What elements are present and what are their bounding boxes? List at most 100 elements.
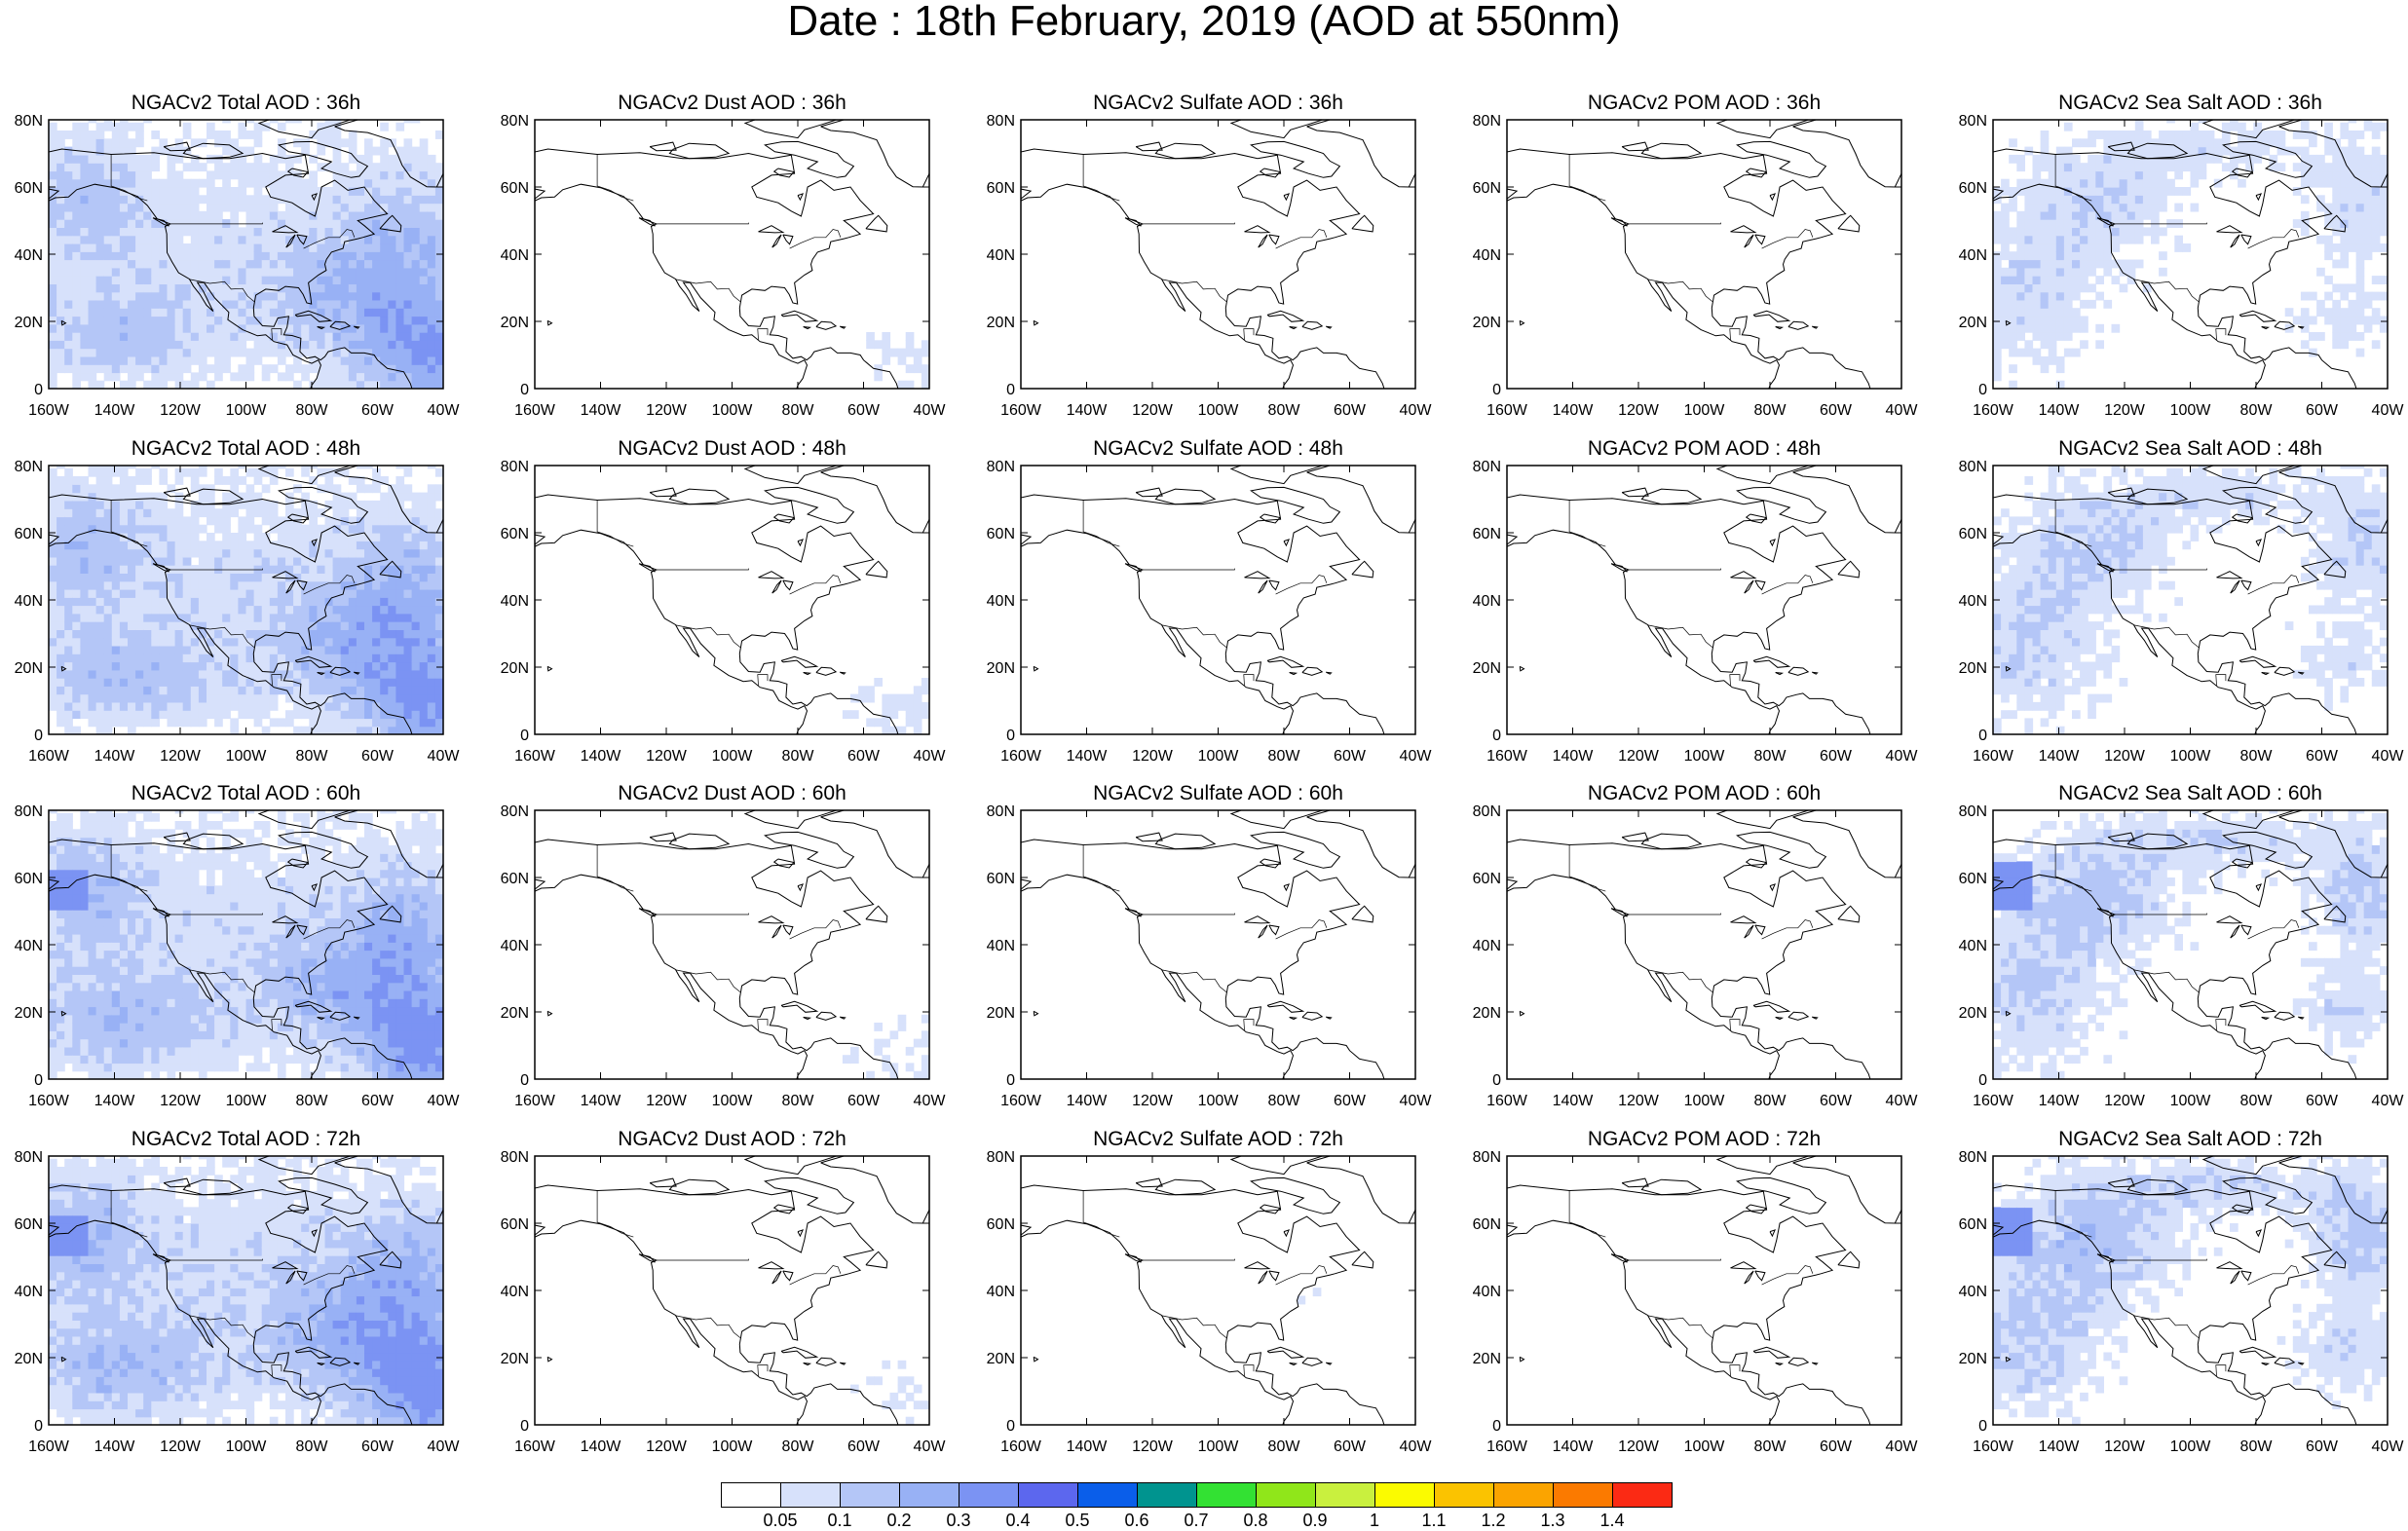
aod-cell: [95, 131, 105, 139]
aod-cell: [2088, 661, 2096, 671]
aod-cell: [395, 219, 405, 228]
aod-cell: [411, 508, 421, 518]
lat-tick-label: 80N: [501, 113, 529, 130]
aod-cell: [2080, 597, 2088, 607]
aod-cell: [80, 299, 90, 309]
aod-cell: [72, 203, 81, 212]
aod-cell: [348, 178, 357, 188]
lon-tick-label: 120W: [646, 402, 688, 419]
aod-cell: [380, 589, 389, 598]
aod-cell: [388, 686, 396, 695]
aod-cell: [111, 146, 121, 156]
political-border: [1729, 674, 1741, 687]
aod-cell: [2103, 235, 2113, 244]
aod-cell: [182, 195, 192, 205]
aod-cell: [151, 316, 160, 325]
aod-cell: [2371, 203, 2381, 212]
aod-cell: [119, 678, 129, 687]
aod-cell: [103, 613, 113, 622]
lon-tick-label: 80W: [296, 748, 329, 765]
aod-cell: [253, 299, 263, 309]
aod-cell: [167, 251, 176, 261]
aod-cell: [388, 645, 396, 654]
aod-cell: [380, 372, 389, 382]
lon-tick-label: 140W: [1553, 402, 1595, 419]
panel-title: NGACv2 Sulfate AOD : 36h: [1093, 92, 1343, 114]
aod-cell: [380, 340, 389, 350]
lat-tick-label: 80N: [15, 113, 43, 130]
aod-cell: [111, 323, 121, 333]
aod-cell: [159, 467, 169, 477]
aod-cell: [277, 516, 286, 526]
aod-cell: [340, 348, 350, 357]
aod-cell: [2205, 524, 2215, 534]
aod-cell: [245, 500, 255, 509]
coastline: [1769, 539, 1777, 547]
aod-cell: [72, 122, 81, 131]
aod-cell: [174, 372, 184, 382]
aod-cell: [88, 187, 97, 196]
aod-cell: [253, 348, 263, 357]
aod-cell: [214, 686, 223, 695]
aod-cell: [2276, 524, 2286, 534]
aod-cell: [128, 340, 136, 350]
aod-cell: [2363, 170, 2373, 180]
aod-cell: [348, 299, 357, 309]
aod-cell: [364, 516, 373, 526]
aod-cell: [388, 299, 396, 309]
aod-cell: [2048, 467, 2057, 477]
aod-cell: [427, 372, 436, 382]
aod-cell: [207, 637, 215, 647]
aod-cell: [2174, 187, 2183, 196]
aod-cell: [2363, 195, 2373, 205]
aod-cell: [238, 154, 247, 164]
aod-cell: [2126, 492, 2136, 502]
aod-cell: [277, 686, 286, 695]
aod-cell: [2088, 580, 2096, 590]
aod-cell: [2032, 187, 2042, 196]
aod-cell: [364, 276, 373, 284]
aod-cell: [2024, 219, 2034, 228]
aod-cell: [95, 276, 105, 284]
aod-cell: [128, 332, 136, 341]
aod-cell: [2363, 291, 2373, 301]
aod-cell: [2048, 178, 2057, 188]
aod-cell: [2072, 219, 2081, 228]
aod-cell: [253, 276, 263, 284]
aod-cell: [103, 283, 113, 293]
aod-cell: [2261, 484, 2271, 494]
aod-cell: [207, 195, 215, 205]
aod-cell: [214, 573, 223, 582]
aod-cell: [340, 524, 350, 534]
aod-cell: [403, 138, 413, 148]
aod-cell: [119, 556, 129, 566]
aod-cell: [427, 701, 436, 711]
aod-cell: [380, 508, 389, 518]
aod-cell: [419, 726, 429, 734]
aod-cell: [434, 187, 443, 196]
aod-cell: [882, 348, 891, 357]
aod-cell: [356, 637, 365, 647]
aod-cell: [167, 669, 176, 679]
lat-tick-label: 40N: [1473, 593, 1501, 610]
aod-cell: [293, 251, 302, 261]
aod-cell: [2166, 178, 2175, 188]
aod-cell: [277, 170, 286, 180]
aod-cell: [143, 267, 152, 277]
aod-cell: [395, 548, 405, 558]
aod-cell: [95, 332, 105, 341]
aod-cell: [269, 565, 279, 574]
lat-tick-label: 20N: [987, 315, 1015, 331]
aod-cell: [128, 548, 136, 558]
aod-cell: [348, 219, 357, 228]
aod-cell: [356, 500, 365, 509]
aod-cell: [356, 508, 365, 518]
aod-cell: [214, 516, 223, 526]
aod-cell: [2055, 146, 2065, 156]
aod-cell: [2048, 669, 2057, 679]
aod-cell: [143, 203, 152, 212]
aod-cell: [2253, 516, 2262, 526]
aod-cell: [324, 163, 334, 172]
aod-cell: [2340, 323, 2350, 333]
aod-cell: [2048, 476, 2057, 485]
